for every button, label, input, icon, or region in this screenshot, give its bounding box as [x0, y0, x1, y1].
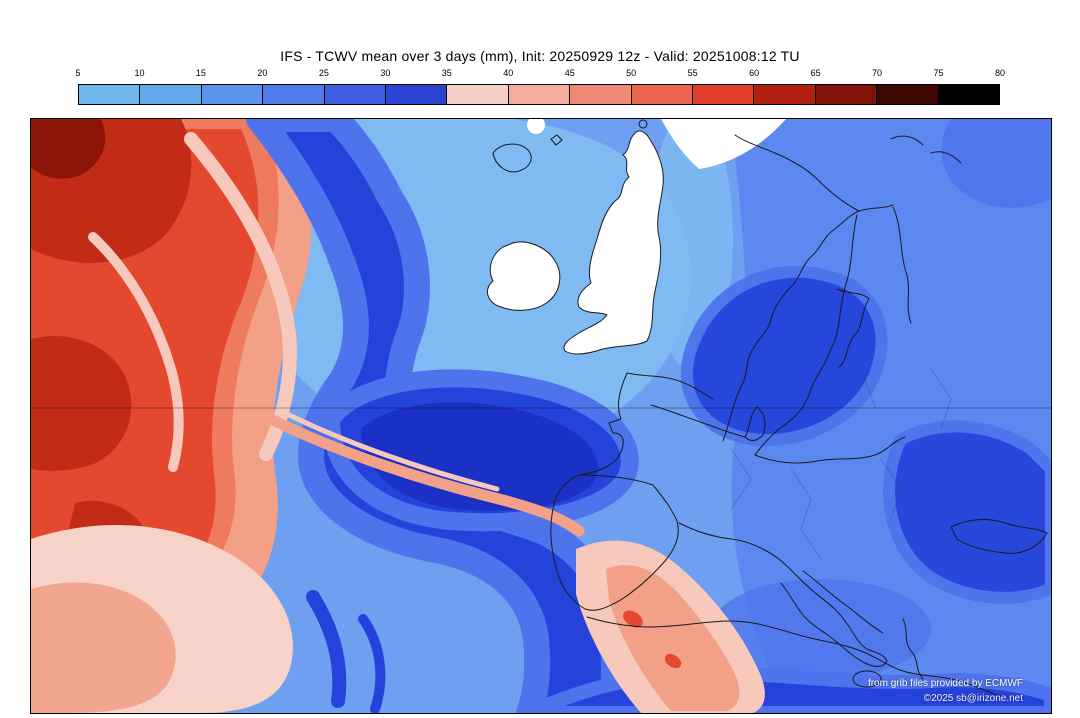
scandinavia-navy [680, 265, 888, 447]
colorbar-tick-75: 75 [933, 68, 944, 78]
great-britain-outline [563, 130, 664, 355]
iberia-outline [550, 474, 679, 611]
colorbar-cell-50-55 [631, 85, 694, 104]
colorbar-tick-65: 65 [810, 68, 821, 78]
finland-coast [892, 206, 912, 324]
colorbar-cell-55-60 [693, 85, 755, 104]
norway-north-coast [734, 134, 860, 212]
arctic-islands-outline-1 [890, 135, 924, 146]
iberia-red-spot-2 [664, 653, 682, 669]
navy-finger-1 [306, 590, 347, 708]
pink-swirl-in-red [88, 232, 184, 472]
colorbar-tick-70: 70 [872, 68, 883, 78]
east-europe-navy [883, 420, 1051, 604]
ireland-outline [486, 241, 561, 311]
white-wedge-north [661, 119, 786, 169]
colorbar-tick-50: 50 [626, 68, 637, 78]
denmark-outline [744, 406, 766, 442]
colorbar-ticks: 5 10 15 20 25 30 35 40 45 50 55 60 65 70 75 80 [75, 68, 1005, 80]
colorbar-tick-20: 20 [257, 68, 268, 78]
colorbar-cell-60-65 [754, 85, 816, 104]
tcwv-map [31, 119, 1051, 713]
colorbar-cell-70-75 [877, 85, 939, 104]
adriatic-balkan-coast [802, 570, 884, 634]
norway-coast [722, 204, 894, 442]
map-title: IFS - TCWV mean over 3 days (mm), Init: … [280, 48, 800, 64]
med-france-coast [678, 522, 780, 560]
colorbar-tick-40: 40 [503, 68, 514, 78]
attribution-copyright: ©2025 sb@irizone.net [923, 693, 1023, 704]
colorbar-cell-35-40 [447, 85, 509, 104]
colorbar-tick-35: 35 [441, 68, 452, 78]
sweden-baltic-coast [754, 214, 858, 456]
white-spot-north [527, 119, 545, 134]
colorbar-tick-10: 10 [134, 68, 145, 78]
iberia-red-spot-1 [623, 610, 643, 628]
colorbar-cell-5-10 [79, 85, 141, 104]
colorbar-tick-60: 60 [749, 68, 760, 78]
orkney-outline [638, 119, 648, 129]
colorbar-cell-45-50 [570, 85, 632, 104]
colorbar-tick-25: 25 [318, 68, 329, 78]
colorbar-cell-15-20 [201, 85, 264, 104]
colorbar-tick-15: 15 [195, 68, 206, 78]
colorbar-cell-75-80 [938, 85, 1000, 104]
bothnia-coast [836, 288, 870, 368]
pink-streak-in-band [278, 408, 500, 492]
attribution-source: from grib files provided by ECMWF [867, 678, 1023, 689]
iceland-outline [492, 143, 532, 173]
baltic-south-coast [754, 436, 906, 464]
africa-north-coast [586, 616, 1004, 698]
coastlines [486, 119, 1048, 698]
navy-finger-2 [358, 614, 386, 713]
map-frame: from grib files provided by ECMWF ©2025 … [30, 118, 1052, 714]
darkred-streak-w [31, 336, 132, 471]
colorbar-cell-65-70 [815, 85, 878, 104]
colorbar-cell-30-35 [386, 85, 448, 104]
italy-outline [778, 558, 888, 667]
colorbar-tick-55: 55 [687, 68, 698, 78]
sicily-outline [852, 670, 882, 688]
colorbar-tick-45: 45 [564, 68, 575, 78]
france-north-coast [626, 372, 714, 400]
colorbar-cell-40-45 [508, 85, 571, 104]
sw-salmon-edge [31, 582, 176, 713]
colorbar-tick-30: 30 [380, 68, 391, 78]
france-west-coast [578, 372, 628, 476]
colorbar-cell-25-30 [324, 85, 387, 104]
faroes-outline [550, 134, 563, 146]
greece-coast [902, 618, 924, 680]
arctic-islands-outline-2 [930, 151, 962, 164]
country-borders [730, 368, 952, 560]
colorbar [78, 84, 1000, 105]
topright-deepblue [941, 119, 1051, 208]
colorbar-cell-20-25 [263, 85, 325, 104]
westmed-royal [711, 579, 931, 679]
pink-ribbon-band-edge [184, 132, 297, 461]
colorbar-tick-5: 5 [75, 68, 81, 78]
iberia-salmon-core [606, 565, 740, 711]
black-sea-outline [950, 519, 1048, 554]
deepred-corner [31, 119, 106, 179]
colorbar-cell-10-15 [140, 85, 202, 104]
northsea-continental-coast [650, 404, 746, 438]
colorbar-tick-80: 80 [994, 68, 1006, 78]
band-core [361, 402, 598, 511]
